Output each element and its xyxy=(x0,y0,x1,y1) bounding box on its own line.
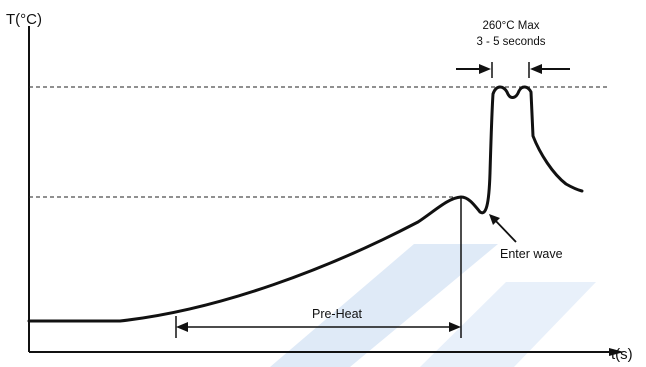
enter-wave-label: Enter wave xyxy=(500,247,563,261)
axes xyxy=(28,26,624,356)
reference-lines xyxy=(29,86,610,198)
peak-temperature-label: 260°C Max xyxy=(482,20,539,32)
preheat-label: Pre-Heat xyxy=(312,307,363,321)
x-axis-arrowhead xyxy=(609,348,624,356)
watermark-shape-2 xyxy=(420,282,596,367)
peak-duration-label: 3 - 5 seconds xyxy=(476,36,545,48)
x-axis-label: t(s) xyxy=(611,346,633,363)
enter-wave-arrowhead xyxy=(489,214,500,225)
temperature-profile-line xyxy=(27,85,584,323)
enter-wave-pointer xyxy=(489,214,517,243)
preheat-arrow-right-head xyxy=(449,322,461,332)
watermark-shape-1 xyxy=(270,244,498,367)
preheat-arrow-left-head xyxy=(176,322,188,332)
preheat-range-arrow xyxy=(176,322,461,332)
y-axis-label: T(°C) xyxy=(6,11,42,28)
peak-left-arrowhead xyxy=(479,64,491,74)
peak-duration-indicator xyxy=(456,62,570,78)
enter-wave-arrow-line xyxy=(492,217,517,243)
peak-right-arrowhead xyxy=(530,64,542,74)
watermark-logo xyxy=(270,244,596,367)
